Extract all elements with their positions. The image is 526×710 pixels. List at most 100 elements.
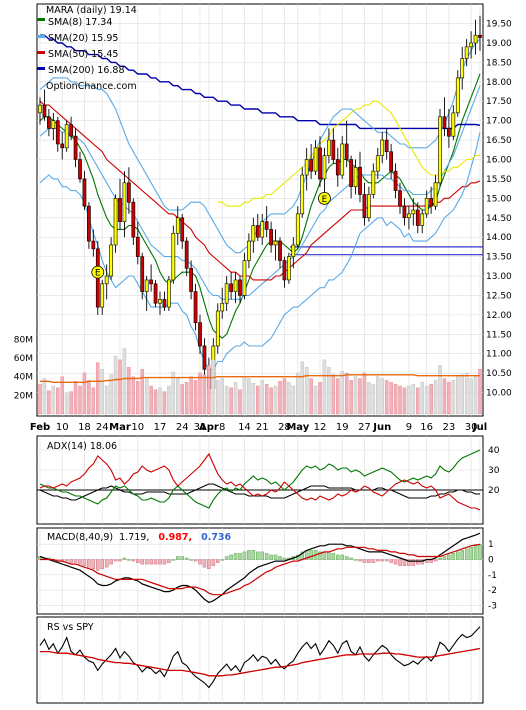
candle-body <box>438 116 442 184</box>
date-tick-label: 14 <box>238 422 251 433</box>
candle-body <box>184 240 189 269</box>
macd-histogram-bar <box>242 551 247 560</box>
price-tick-label: 16.50 <box>486 136 512 146</box>
macd-histogram <box>38 544 482 571</box>
adx-axis-labels: 40 30 20 <box>488 446 500 496</box>
candle-body <box>322 155 327 180</box>
candle-body <box>344 143 349 160</box>
macd-signal-line <box>40 543 481 596</box>
candle-body <box>460 58 465 79</box>
volume-bar <box>318 382 322 415</box>
candle-body <box>447 128 451 137</box>
date-tick-label: Apr <box>199 422 219 433</box>
adx-tick-label: 30 <box>488 466 500 476</box>
price-tick-label: 12.00 <box>486 311 512 321</box>
price-tick-label: 14.00 <box>486 233 512 243</box>
price-tick-label: 13.50 <box>486 253 512 263</box>
volume-tick-label: 80M <box>14 335 33 345</box>
macd-line <box>39 532 481 604</box>
candle-body <box>73 135 78 160</box>
candle-body <box>469 42 473 48</box>
volume-bar <box>367 382 371 415</box>
volume-bar <box>384 380 389 415</box>
macd-histogram-bar <box>140 559 144 565</box>
candle-body <box>175 217 180 234</box>
price-tick-label: 16.00 <box>486 156 512 166</box>
macd-signal-value: 0.987, <box>158 532 192 543</box>
volume-bar <box>171 371 176 415</box>
candle-body <box>91 240 96 250</box>
macd-histogram-bar <box>176 556 180 560</box>
volume-bar <box>180 383 184 415</box>
candle-body <box>64 124 69 149</box>
rs-lines <box>39 626 481 689</box>
candle-body <box>224 283 229 304</box>
volume-bar <box>327 367 331 415</box>
volume-bar <box>202 374 207 415</box>
volume-bar <box>447 382 451 415</box>
date-tick-label: 31 <box>194 422 207 433</box>
candle-body <box>349 159 353 187</box>
macd-histogram-bar <box>109 559 113 565</box>
candle-body <box>104 275 109 285</box>
volume-bar <box>251 383 256 415</box>
macd-histogram-bar <box>91 559 96 569</box>
candle-body <box>309 159 313 172</box>
price-tick-label: 11.50 <box>486 330 512 340</box>
price-panel: EE 10.0010.5011.0011.5012.0012.5013.0013… <box>14 3 512 433</box>
volume-bar <box>149 385 153 415</box>
macd-tick-label: 1 <box>488 540 494 550</box>
macd-histogram-bar <box>478 544 482 560</box>
date-tick-label: 19 <box>336 422 349 433</box>
macd-lines <box>39 532 481 604</box>
candle-body <box>153 283 158 304</box>
candle-body <box>367 194 371 219</box>
macd-histogram-bar <box>256 551 260 560</box>
macd-histogram-bar <box>358 559 362 562</box>
macd-histogram-bar <box>389 559 393 563</box>
volume-tick-label: 60M <box>14 354 33 364</box>
volume-bar <box>158 387 162 415</box>
volume-bar <box>47 390 51 415</box>
macd-histogram-bar <box>189 559 193 561</box>
date-tick-label: 12 <box>314 422 327 433</box>
candle-body <box>304 159 309 176</box>
candle-body <box>158 299 162 304</box>
macd-histogram-bar <box>349 557 353 560</box>
volume-bar <box>287 382 291 415</box>
candle-body <box>380 139 385 156</box>
macd-histogram-bar <box>162 559 167 565</box>
candle-body <box>389 151 393 172</box>
candle-body <box>358 166 362 195</box>
macd-histogram-bar <box>318 551 322 560</box>
candle-body <box>433 182 438 207</box>
candle-body <box>215 310 220 347</box>
volume-bar <box>340 370 344 415</box>
volume-bar <box>473 376 478 415</box>
macd-label: MACD(8,40,9) <box>47 532 113 543</box>
macd-histogram-bar <box>442 556 447 560</box>
candle-body <box>113 198 118 246</box>
candle-body <box>82 178 87 207</box>
volume-bars <box>38 348 482 415</box>
price-tick-label: 15.50 <box>486 175 512 185</box>
candle-body <box>287 256 291 281</box>
date-tick-label: 10 <box>56 422 69 433</box>
volume-bar <box>131 376 136 415</box>
macd-histogram-bar <box>447 554 451 560</box>
candle-body <box>135 236 140 257</box>
macd-histogram-bar <box>380 559 384 562</box>
date-tick-label: 24 <box>176 422 189 433</box>
volume-bar <box>140 369 144 415</box>
macd-histogram-bar <box>371 559 376 563</box>
volume-bar <box>353 376 358 415</box>
volume-bar <box>211 359 216 415</box>
volume-tick-label: 20M <box>14 391 33 401</box>
price-tick-label: 19.00 <box>486 39 512 49</box>
macd-histogram-bar <box>327 551 331 560</box>
volume-bar <box>136 381 140 415</box>
candle-body <box>407 213 411 219</box>
candle-body <box>109 244 113 277</box>
sma20-line <box>39 85 481 300</box>
volume-bar <box>56 387 60 415</box>
